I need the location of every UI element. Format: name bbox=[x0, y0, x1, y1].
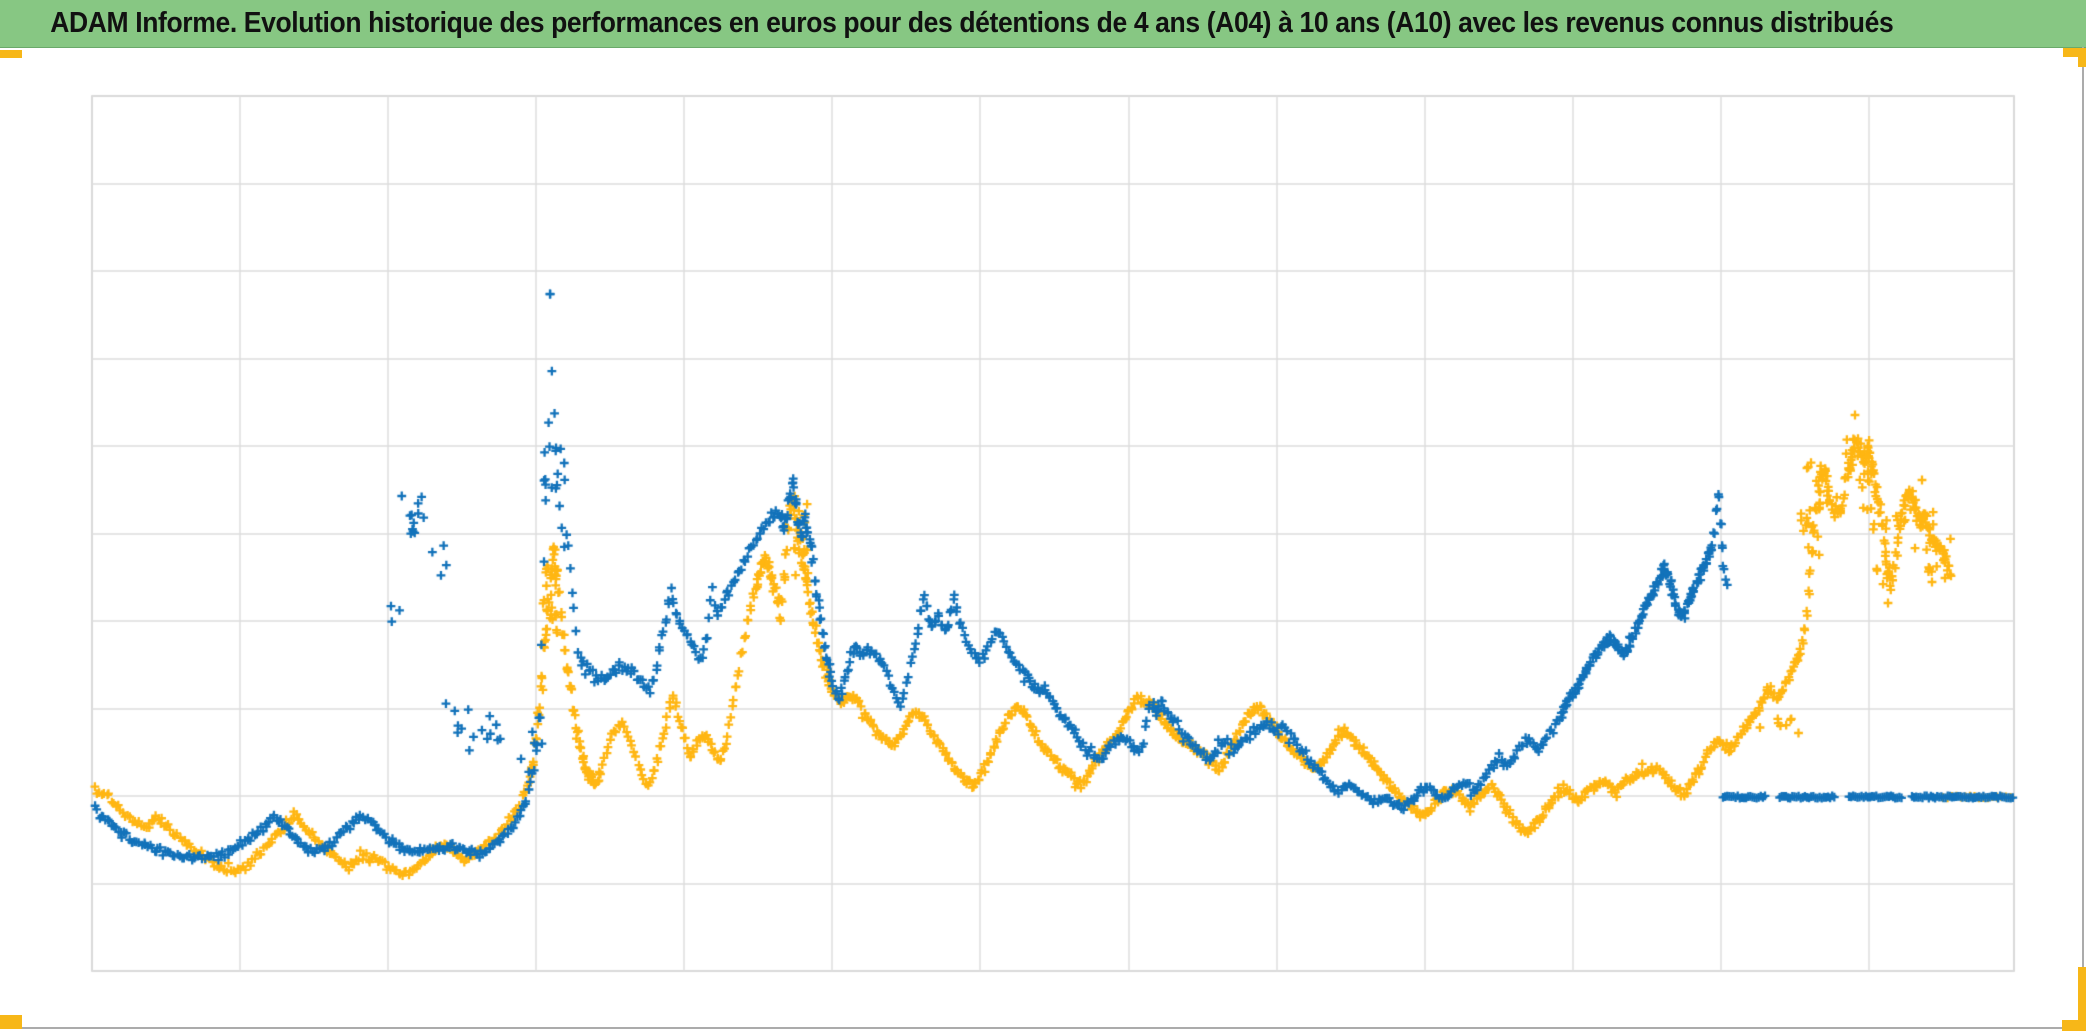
frame-accent-bottom-left-icon bbox=[0, 1015, 22, 1029]
frame-accent-top-right-v-icon bbox=[2078, 48, 2086, 67]
frame-bottom-border bbox=[0, 1027, 2086, 1029]
frame-accent-bottom-right-v-icon bbox=[2078, 967, 2086, 1029]
frame-accent-top-right-icon bbox=[2063, 48, 2086, 57]
frame-right-border bbox=[2082, 47, 2084, 1029]
frame-accent-bottom-right-h-icon bbox=[2062, 1020, 2086, 1031]
frame-accent-top-left-icon bbox=[0, 50, 22, 58]
